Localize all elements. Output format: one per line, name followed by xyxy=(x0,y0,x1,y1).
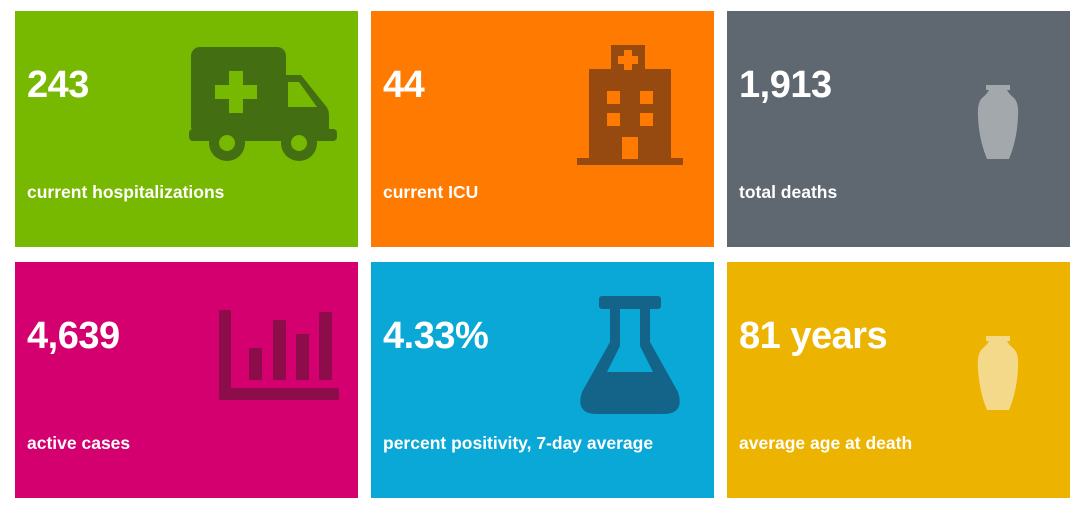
hospitalizations-value: 243 xyxy=(27,64,89,106)
urn-icon xyxy=(977,85,1019,159)
ambulance-icon xyxy=(189,47,337,161)
average-age-label: average age at death xyxy=(739,433,913,453)
card-hospitalizations: 243 current hospitalizations xyxy=(15,11,358,247)
total-deaths-value: 1,913 xyxy=(739,64,832,106)
active-cases-value: 4,639 xyxy=(27,315,120,357)
average-age-value: 81 years xyxy=(739,315,888,357)
total-deaths-label: total deaths xyxy=(739,182,838,202)
flask-icon xyxy=(580,296,680,414)
card-average-age-at-death: 81 years average age at death xyxy=(727,262,1070,498)
card-active-cases: 4,639 active cases xyxy=(15,262,358,498)
hospital-building-icon xyxy=(577,45,683,165)
hospitalizations-label: current hospitalizations xyxy=(27,182,225,202)
active-cases-label: active cases xyxy=(27,433,131,453)
card-total-deaths: 1,913 total deaths xyxy=(727,11,1070,247)
card-percent-positivity: 4.33% percent positivity, 7-day average xyxy=(371,262,714,498)
bar-chart-icon xyxy=(219,310,339,400)
card-icu: 44 current ICU xyxy=(371,11,714,247)
percent-positivity-value: 4.33% xyxy=(383,315,489,357)
urn-icon xyxy=(977,336,1019,410)
percent-positivity-label: percent positivity, 7-day average xyxy=(383,433,654,453)
icu-label: current ICU xyxy=(383,182,479,202)
icu-value: 44 xyxy=(383,64,425,106)
